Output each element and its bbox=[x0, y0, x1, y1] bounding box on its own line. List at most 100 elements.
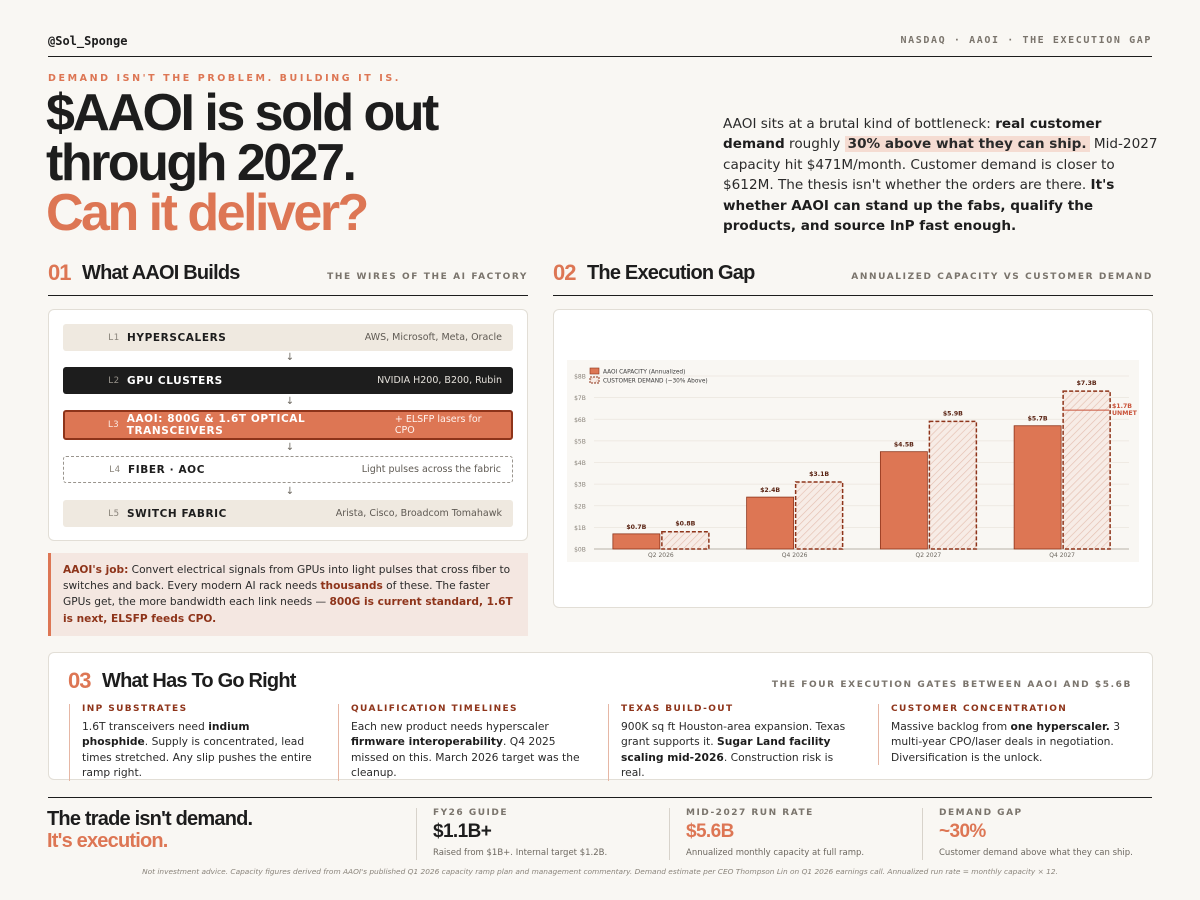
job-text-1: Convert electrical signals from GPUs int… bbox=[63, 564, 511, 593]
hero-line-1: $AAOI is sold out bbox=[46, 84, 439, 142]
gate-text: . Supply is concentrated, lead times str… bbox=[82, 735, 312, 780]
layer-desc: NVIDIA H200, B200, Rubin bbox=[377, 375, 502, 386]
gate-text: Each new product needs hyperscaler bbox=[351, 720, 549, 733]
ticker-tagline: NASDAQ · AAOI · THE EXECUTION GAP bbox=[900, 35, 1152, 46]
x-tick-label: Q4 2026 bbox=[782, 552, 808, 559]
y-tick-label: $1B bbox=[574, 525, 586, 532]
y-tick-label: $4B bbox=[574, 460, 586, 467]
gate-bold: one hyperscaler. bbox=[1010, 720, 1110, 733]
gate-customer-concentration: CUSTOMER CONCENTRATION Massive backlog f… bbox=[878, 704, 1124, 766]
section-title: What Has To Go Right bbox=[102, 670, 296, 692]
layer-desc: + ELSFP lasers for CPO bbox=[394, 414, 482, 436]
stat-demand-gap: DEMAND GAP ~30% Customer demand above wh… bbox=[922, 808, 1152, 860]
legend-label-demand: CUSTOMER DEMAND (~30% Above) bbox=[603, 379, 708, 385]
down-arrow-icon: ↓ bbox=[285, 352, 295, 363]
capacity-data-label: $2.4B bbox=[760, 487, 780, 494]
hero-headline: $AAOI is sold out through 2027. Can it d… bbox=[46, 84, 706, 239]
capacity-bar bbox=[612, 533, 661, 550]
gate-text: . Construction risk is real. bbox=[621, 750, 834, 780]
gate-text: 3 multi-year CPO/laser deals in negotiat… bbox=[891, 720, 1121, 764]
disclaimer: Not investment advice. Capacity figures … bbox=[142, 867, 1058, 876]
y-tick-label: $5B bbox=[574, 438, 586, 445]
stat-note: Customer demand above what they can ship… bbox=[939, 848, 1133, 858]
x-tick-label: Q2 2027 bbox=[916, 552, 942, 559]
section-number: 01 bbox=[48, 260, 72, 285]
thesis-text-1: AAOI sits at a brutal kind of bottleneck… bbox=[723, 116, 996, 132]
y-tick-label: $2B bbox=[574, 503, 586, 510]
layer-desc: Light pulses across the fabric bbox=[361, 464, 501, 475]
hero-line-2: through 2027. bbox=[46, 134, 357, 192]
legend-label-capacity: AAOI CAPACITY (Annualized) bbox=[603, 370, 685, 376]
unmet-annotation-value: $1.7B bbox=[1112, 403, 1132, 410]
x-tick-label: Q4 2027 bbox=[1049, 552, 1075, 559]
layer-id: L3 bbox=[107, 420, 119, 430]
y-tick-label: $6B bbox=[574, 417, 586, 424]
demand-data-label: $0.8B bbox=[675, 521, 695, 528]
capacity-bar bbox=[746, 496, 795, 550]
y-tick-label: $0B bbox=[574, 547, 586, 554]
layer-switch-fabric: L5 SWITCH FABRIC Arista, Cisco, Broadcom… bbox=[63, 500, 513, 527]
stat-label: MID-2027 RUN RATE bbox=[686, 808, 814, 818]
stat-value: ~30% bbox=[939, 821, 986, 842]
gate-bold: indium phosphide bbox=[82, 720, 250, 749]
section-02-header: 02 The Execution Gap ANNUALIZED CAPACITY… bbox=[553, 260, 1153, 296]
section-title: What AAOI Builds bbox=[82, 262, 240, 284]
gate-title: CUSTOMER CONCENTRATION bbox=[891, 704, 1068, 714]
gate-bold: Sugar Land facility scaling mid-2026 bbox=[621, 735, 831, 764]
capacity-data-label: $4.5B bbox=[894, 442, 914, 449]
execution-gates-panel: 03 What Has To Go Right THE FOUR EXECUTI… bbox=[48, 652, 1153, 781]
gate-qualification: QUALIFICATION TIMELINES Each new product… bbox=[338, 704, 584, 781]
section-subtitle: THE WIRES OF THE AI FACTORY bbox=[327, 272, 528, 282]
gate-inp-substrates: INP SUBSTRATES 1.6T transceivers need in… bbox=[69, 704, 315, 781]
unmet-annotation-label: UNMET bbox=[1112, 410, 1138, 417]
thesis-bold-2: It's whether AAOI can stand up the fabs,… bbox=[723, 177, 1115, 235]
demand-data-label: $7.3B bbox=[1077, 380, 1097, 387]
layer-aaoi-transceivers: L3 AAOI: 800G & 1.6T OPTICAL TRANSCEIVER… bbox=[63, 410, 513, 440]
gate-title: INP SUBSTRATES bbox=[82, 704, 188, 714]
demand-bar bbox=[661, 530, 710, 550]
job-text-2: of these. The faster GPUs get, the more … bbox=[63, 580, 490, 609]
capacity-bar bbox=[879, 451, 928, 550]
gate-body: 1.6T transceivers need indium phosphide.… bbox=[82, 719, 315, 781]
section-title: The Execution Gap bbox=[587, 262, 755, 284]
execution-gap-chart-panel: $0B $1B $2B $3B $4B $5B $6B $7B $8B $0.7B $0.8B Q2 … bbox=[553, 309, 1153, 608]
thesis-text-3: Mid-2027 capacity hit $471M/month. Custo… bbox=[723, 136, 1158, 194]
stat-value: $5.6B bbox=[686, 821, 734, 842]
stat-label: DEMAND GAP bbox=[939, 808, 1023, 818]
gate-texas-buildout: TEXAS BUILD-OUT 900K sq ft Houston-area … bbox=[608, 704, 854, 781]
legend-swatch-demand bbox=[589, 376, 600, 384]
thesis-paragraph: AAOI sits at a brutal kind of bottleneck… bbox=[723, 114, 1163, 236]
thesis-bold-1: real customer demand bbox=[723, 116, 1102, 153]
capacity-data-label: $0.7B bbox=[626, 524, 646, 531]
job-callout: AAOI's job: Convert electrical signals f… bbox=[48, 553, 528, 636]
trade-line-2: It's execution. bbox=[47, 830, 168, 852]
gate-bold: firmware interoperability bbox=[351, 735, 503, 749]
trade-line-1: The trade isn't demand. bbox=[47, 808, 253, 830]
x-tick-label: Q2 2026 bbox=[648, 552, 674, 559]
y-tick-label: $3B bbox=[574, 482, 586, 489]
demand-data-label: $3.1B bbox=[809, 471, 829, 478]
down-arrow-icon: ↓ bbox=[285, 486, 295, 497]
layer-hyperscalers: L1 HYPERSCALERS AWS, Microsoft, Meta, Or… bbox=[63, 324, 513, 351]
gate-title: QUALIFICATION TIMELINES bbox=[351, 704, 518, 714]
gate-text: Massive backlog from bbox=[891, 720, 1011, 733]
job-lead: AAOI's job: bbox=[63, 564, 129, 576]
author-handle: @Sol_Sponge bbox=[48, 34, 128, 48]
section-number: 02 bbox=[553, 260, 577, 285]
legend-swatch-capacity bbox=[589, 367, 600, 375]
gate-body: Massive backlog from one hyperscaler. 3 … bbox=[891, 719, 1124, 765]
down-arrow-icon: ↓ bbox=[285, 442, 295, 453]
footer-divider bbox=[48, 797, 1152, 798]
demand-bar bbox=[928, 420, 978, 550]
layer-desc: Arista, Cisco, Broadcom Tomahawk bbox=[335, 508, 502, 519]
layer-desc: AWS, Microsoft, Meta, Oracle bbox=[364, 332, 502, 343]
demand-data-label: $5.9B bbox=[943, 410, 963, 417]
stat-run-rate: MID-2027 RUN RATE $5.6B Annualized month… bbox=[669, 808, 919, 860]
layer-id: L5 bbox=[108, 508, 119, 519]
stat-note: Raised from $1B+. Internal target $1.2B. bbox=[433, 848, 608, 858]
layer-gpu-clusters: L2 GPU CLUSTERS NVIDIA H200, B200, Rubin bbox=[63, 367, 513, 394]
gate-text: 900K sq ft Houston-area expansion. Texas… bbox=[621, 720, 846, 749]
layer-name: AAOI: 800G & 1.6T OPTICAL TRANSCEIVERS bbox=[126, 413, 306, 437]
hero-kicker: DEMAND ISN'T THE PROBLEM. BUILDING IT IS… bbox=[48, 73, 402, 84]
section-subtitle: THE FOUR EXECUTION GATES BETWEEN AAOI AN… bbox=[771, 680, 1132, 690]
